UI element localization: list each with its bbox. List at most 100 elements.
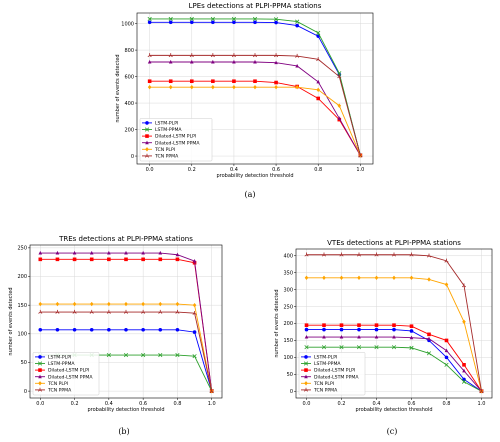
- data-point: [168, 84, 173, 90]
- data-point: [89, 309, 94, 314]
- data-point: [339, 323, 344, 327]
- y-tick-label: 250: [17, 246, 27, 252]
- data-point: [357, 327, 361, 332]
- data-point: [158, 352, 163, 358]
- data-point: [107, 328, 111, 332]
- data-point: [55, 257, 60, 262]
- data-point: [106, 352, 111, 358]
- data-point: [409, 252, 414, 257]
- data-point: [231, 16, 237, 22]
- data-point: [253, 84, 257, 90]
- x-tick-label: 0.8: [173, 401, 181, 407]
- x-axis-label: probability detection threshold: [355, 407, 432, 413]
- legend-label: LSTM-PPMA: [314, 361, 341, 367]
- data-point: [158, 328, 163, 332]
- data-point: [374, 334, 379, 339]
- data-point: [107, 257, 111, 262]
- legend-label: LSTM-PPMA: [155, 127, 182, 133]
- x-tick-label: 0.2: [71, 401, 79, 407]
- data-point: [55, 301, 60, 307]
- data-point: [147, 53, 152, 58]
- y-tick-label: 400: [124, 101, 134, 107]
- data-point: [210, 16, 215, 22]
- legend-box: [32, 352, 100, 396]
- x-tick-label: 1.0: [208, 401, 216, 407]
- data-point: [337, 71, 342, 76]
- data-point: [211, 79, 215, 84]
- legend-marker: [38, 381, 42, 386]
- data-point: [192, 258, 197, 263]
- legend-label: LSTM-PLPI: [155, 121, 178, 127]
- data-point: [189, 84, 194, 90]
- data-point: [461, 379, 467, 384]
- x-tick-label: 0.4: [230, 167, 238, 173]
- data-point: [72, 309, 77, 314]
- legend-marker: [145, 121, 149, 125]
- data-point: [274, 20, 278, 25]
- x-tick-label: 0.8: [443, 401, 451, 407]
- x-tick-label: 0.0: [36, 401, 44, 407]
- data-point: [273, 17, 279, 22]
- series-tcn-plpi: [147, 84, 363, 158]
- data-point: [321, 345, 327, 350]
- legend-marker: [145, 140, 149, 145]
- legend-marker: [145, 134, 149, 138]
- y-tick-label: 200: [124, 127, 134, 133]
- data-point: [409, 345, 414, 350]
- x-tick-label: 0.6: [408, 401, 416, 407]
- data-point: [304, 275, 309, 280]
- series-tcn-ppma: [38, 309, 214, 393]
- data-point: [322, 323, 326, 327]
- series-dilated-lstm-plpi: [304, 323, 484, 394]
- data-point: [89, 250, 94, 255]
- data-point: [89, 257, 94, 262]
- y-tick-label: 150: [283, 338, 293, 344]
- y-axis-label: number of events detected: [274, 289, 280, 357]
- data-point: [38, 309, 43, 314]
- legend-label: TCN PLPI: [154, 147, 175, 153]
- data-point: [295, 63, 299, 68]
- legend-marker: [144, 153, 150, 158]
- data-point: [55, 250, 60, 255]
- data-point: [189, 53, 194, 58]
- data-point: [316, 30, 321, 35]
- data-point: [123, 309, 129, 314]
- legend-marker: [304, 355, 308, 359]
- legend-label: LSTM-PLPI: [48, 355, 71, 361]
- y-tick-label: 200: [283, 321, 293, 327]
- data-point: [106, 309, 111, 314]
- data-point: [89, 328, 94, 332]
- data-point: [175, 257, 180, 262]
- data-point: [304, 323, 309, 327]
- data-point: [444, 362, 449, 367]
- data-point: [192, 354, 197, 359]
- x-tick-label: 0.6: [272, 167, 280, 173]
- data-point: [357, 323, 361, 327]
- x-tick-label: 0.8: [314, 167, 322, 173]
- data-point: [168, 53, 173, 58]
- data-point: [192, 310, 197, 315]
- data-point: [211, 20, 215, 25]
- data-point: [55, 309, 60, 314]
- data-point: [339, 334, 344, 339]
- data-point: [124, 301, 128, 307]
- data-point: [175, 352, 180, 358]
- data-point: [461, 283, 467, 288]
- y-tick-label: 300: [283, 287, 293, 293]
- data-point: [89, 301, 94, 307]
- x-tick-label: 0.4: [373, 401, 381, 407]
- legend-label: TCN PLPI: [313, 381, 334, 387]
- data-point: [72, 328, 77, 332]
- data-point: [358, 153, 363, 158]
- x-tick-label: 0.4: [105, 401, 113, 407]
- x-tick-label: 1.0: [478, 401, 486, 407]
- x-axis-label: probability detection threshold: [87, 407, 164, 413]
- legend-label: TCN PPMA: [47, 388, 72, 394]
- panel-caption: (b): [118, 427, 129, 436]
- panel-caption: (c): [387, 427, 398, 436]
- data-point: [107, 250, 111, 255]
- data-point: [295, 53, 300, 58]
- legend-marker: [37, 387, 43, 392]
- data-point: [189, 16, 194, 22]
